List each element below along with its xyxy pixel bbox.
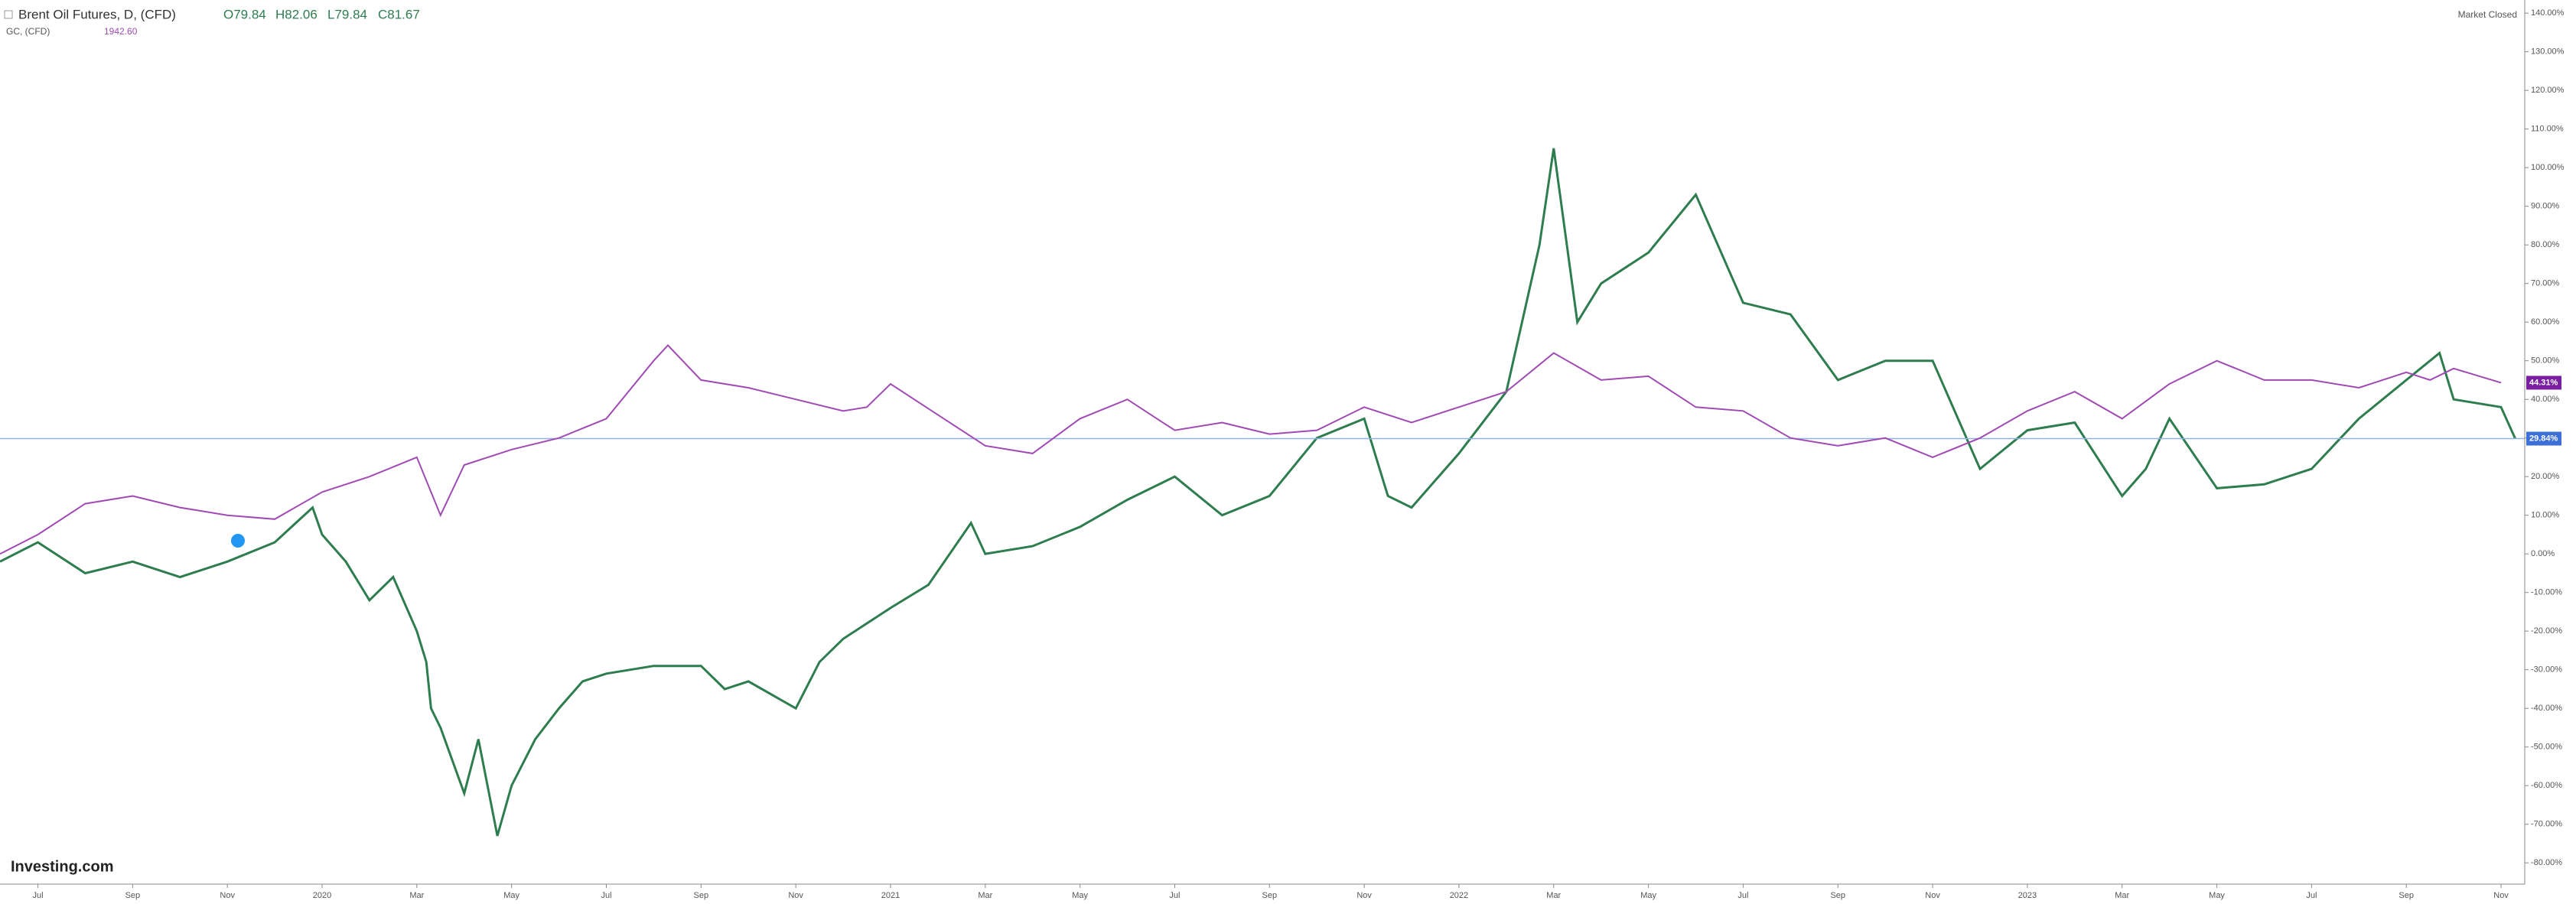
x-tick-label: May [1072, 891, 1088, 900]
y-tick-label: -60.00% [2531, 781, 2562, 790]
y-tick-label: 90.00% [2531, 202, 2560, 211]
x-tick-label: 2020 [313, 891, 331, 900]
x-tick-label: Jul [1169, 891, 1180, 900]
x-tick-label: Nov [1925, 891, 1940, 900]
open: O79.84 [223, 7, 266, 21]
y-tick-label: -30.00% [2531, 665, 2562, 675]
last-value-badge [2526, 431, 2561, 446]
x-tick-label: Jul [1737, 891, 1748, 900]
gold-price: 1942.60 [104, 26, 138, 37]
x-tick-label: Jul [601, 891, 611, 900]
y-tick-label: -50.00% [2531, 743, 2562, 752]
x-tick-label: May [1640, 891, 1656, 900]
last-value-label: 29.84% [2529, 434, 2558, 443]
x-tick-label: Mar [409, 891, 424, 900]
y-tick-label: 100.00% [2531, 163, 2565, 172]
last-value-badge [2526, 376, 2561, 390]
logo: Investing.com [11, 858, 113, 875]
y-tick-label: 60.00% [2531, 317, 2560, 327]
event-marker[interactable] [231, 534, 245, 548]
y-tick-label: -20.00% [2531, 626, 2562, 636]
x-tick-label: Jul [32, 891, 43, 900]
y-tick-label: 120.00% [2531, 86, 2565, 95]
y-tick-label: 130.00% [2531, 47, 2565, 57]
x-tick-label: Nov [788, 891, 803, 900]
series-line [0, 344, 2502, 555]
x-tick-label: May [2209, 891, 2225, 900]
x-tick-label: Sep [125, 891, 141, 900]
x-tick-label: 2022 [1450, 891, 1468, 900]
y-tick-label: 20.00% [2531, 472, 2560, 481]
x-tick-label: Mar [2115, 891, 2129, 900]
series-name: Brent Oil Futures, D, (CFD) [18, 7, 176, 21]
y-tick-label: 10.00% [2531, 511, 2560, 520]
y-tick-label: -40.00% [2531, 704, 2562, 713]
y-tick-label: 110.00% [2531, 125, 2564, 134]
market-status: Market Closed [2458, 9, 2517, 20]
x-tick-label: Sep [1830, 891, 1845, 900]
y-tick-label: 40.00% [2531, 395, 2560, 404]
x-tick-label: Nov [2493, 891, 2509, 900]
x-tick-label: Sep [694, 891, 709, 900]
x-tick-label: Mar [978, 891, 992, 900]
low: L79.84 [327, 7, 367, 21]
x-tick-label: Sep [1262, 891, 1277, 900]
x-tick-label: Mar [1546, 891, 1561, 900]
y-tick-label: 140.00% [2531, 8, 2565, 18]
x-tick-label: Nov [1356, 891, 1372, 900]
close: C81.67 [378, 7, 420, 21]
y-tick-label: -10.00% [2531, 588, 2562, 597]
y-tick-label: 70.00% [2531, 279, 2560, 288]
x-tick-label: Sep [2399, 891, 2414, 900]
last-value-label: 44.31% [2529, 378, 2558, 387]
y-tick-label: 50.00% [2531, 356, 2560, 366]
x-tick-label: 2023 [2018, 891, 2037, 900]
high: H82.06 [275, 7, 318, 21]
x-tick-label: May [503, 891, 519, 900]
x-tick-label: Nov [220, 891, 235, 900]
x-tick-label: 2021 [881, 891, 900, 900]
y-tick-label: -80.00% [2531, 858, 2562, 867]
series-line [0, 148, 2516, 837]
series-name: GC, (CFD) [6, 26, 50, 37]
y-tick-label: 80.00% [2531, 240, 2560, 249]
x-tick-label: Jul [2306, 891, 2317, 900]
y-tick-label: 0.00% [2531, 549, 2555, 558]
collapse-icon[interactable] [4, 10, 13, 19]
y-tick-label: -70.00% [2531, 820, 2562, 829]
